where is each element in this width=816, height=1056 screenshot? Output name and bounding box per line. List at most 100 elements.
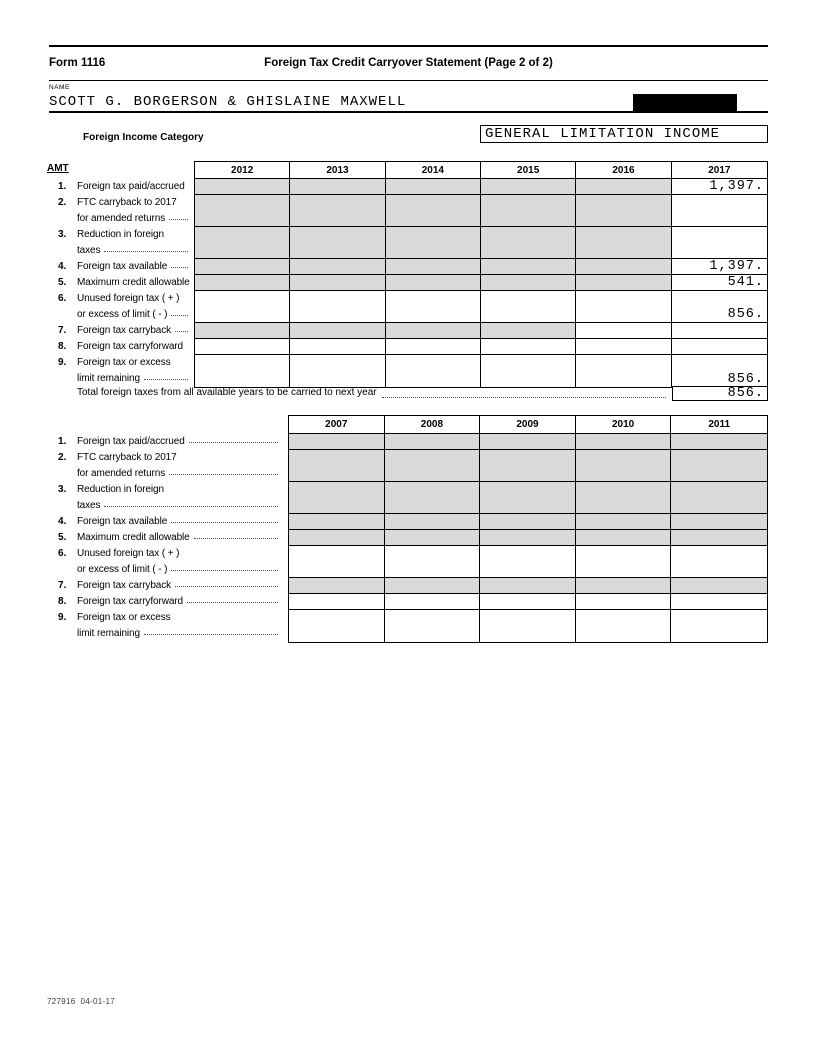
value-cell (671, 195, 767, 227)
year-header-cell: 2017 (671, 162, 767, 179)
value-cell (480, 434, 576, 450)
value-cell (575, 450, 672, 482)
value-cell (671, 323, 767, 339)
value-cell (385, 275, 481, 291)
row-label-text: Foreign tax paid/accrued (77, 436, 185, 447)
value-cell (671, 546, 767, 578)
value-cell (481, 323, 577, 339)
value-cell: 1,397. (671, 259, 767, 275)
leader-dots (104, 251, 188, 252)
row-number: 3. (58, 229, 67, 240)
row-label: 4. Foreign tax available (58, 258, 190, 274)
total-label: Total foreign taxes from all available y… (77, 387, 377, 398)
category-value: GENERAL LIMITATION INCOME (485, 126, 721, 142)
value-cell (576, 227, 672, 259)
row-label: 6. Unused foreign tax ( + ) or excess of l… (58, 290, 190, 322)
row-label: 3. Reduction in foreign taxes (58, 226, 190, 258)
value-cell (575, 434, 672, 450)
value-cell (195, 355, 291, 387)
leader-dots (188, 442, 278, 443)
value-cell (671, 339, 767, 355)
value-cell (289, 594, 385, 610)
row-label-text: Foreign tax or excess (77, 357, 171, 368)
value-cell (480, 594, 576, 610)
value-cell (576, 323, 672, 339)
cell-value: 1,397. (709, 179, 764, 194)
value-cell (384, 530, 481, 546)
value-cell (481, 195, 577, 227)
header-rule (49, 80, 768, 81)
value-cell (576, 339, 672, 355)
form-title: Foreign Tax Credit Carryover Statement (… (264, 57, 553, 69)
row-number: 1. (58, 181, 67, 192)
row-number: 4. (58, 261, 67, 272)
row-number: 2. (58, 452, 67, 463)
value-cell (575, 530, 672, 546)
year-header-cell: 2012 (195, 162, 291, 179)
leader-dots (143, 379, 188, 380)
value-cell (480, 578, 576, 594)
row-label: 7. Foreign tax carryback (58, 577, 280, 593)
value-cell (671, 227, 767, 259)
value-cell (289, 450, 385, 482)
value-cell (384, 594, 481, 610)
leader-dots (186, 602, 278, 603)
row-number: 8. (58, 596, 67, 607)
value-cell (575, 482, 672, 514)
value-cell (575, 514, 672, 530)
row-label: 9. Foreign tax or excess limit remaining (58, 609, 280, 641)
row-label-text: for amended returns (77, 468, 166, 479)
carryover-table-2007-2011: 2007 2008 2009 2010 2011 (288, 415, 768, 643)
value-cell (575, 546, 672, 578)
row-number: 2. (58, 197, 67, 208)
cell-value: 541. (727, 275, 764, 290)
value-cell (195, 227, 291, 259)
row-label-text: Foreign tax carryback (77, 580, 172, 591)
value-cell (671, 530, 767, 546)
value-cell (385, 610, 481, 642)
row-label-text: Unused foreign tax ( + ) (77, 548, 180, 559)
value-cell (195, 179, 291, 195)
row-label-text: Maximum credit allowable (77, 277, 190, 288)
leader-dots (143, 634, 278, 635)
value-cell (576, 179, 672, 195)
value-cell (576, 275, 672, 291)
row-label: 2. FTC carryback to 2017 for amended retur… (58, 194, 190, 226)
value-cell (481, 227, 577, 259)
value-cell (384, 514, 481, 530)
value-cell (289, 578, 385, 594)
row-label-text: taxes (77, 245, 101, 256)
row-label: 3. Reduction in foreign taxes (58, 481, 280, 513)
value-cell (385, 259, 481, 275)
value-cell (671, 450, 767, 482)
value-cell (290, 275, 386, 291)
row-label-text: Foreign tax carryforward (77, 596, 183, 607)
leader-dots (171, 315, 188, 316)
cell-value: 856. (727, 372, 764, 387)
row-label-text: limit remaining (77, 628, 140, 639)
category-label: Foreign Income Category (83, 132, 204, 143)
value-cell (481, 275, 577, 291)
leader-dots (175, 331, 188, 332)
row-label-text: Foreign tax carryback (77, 325, 172, 336)
leader-dots (171, 522, 278, 523)
row-label-text: FTC carryback to 2017 (77, 452, 177, 463)
value-cell (385, 227, 481, 259)
cell-value: 1,397. (709, 259, 764, 274)
row-number: 5. (58, 277, 67, 288)
value-cell (386, 355, 481, 387)
value-cell (385, 291, 481, 323)
row-number: 1. (58, 436, 67, 447)
value-cell (290, 291, 386, 323)
value-cell: 1,397. (671, 179, 767, 195)
year-header-cell: 2014 (385, 162, 481, 179)
row-label-text: Foreign tax available (77, 261, 168, 272)
leader-dots (171, 267, 188, 268)
name-underline (49, 111, 768, 113)
value-cell (290, 179, 386, 195)
leader-dots (175, 586, 278, 587)
year-header-cell: 2008 (384, 416, 481, 434)
value-cell (289, 546, 385, 578)
row-label-text: Maximum credit allowable (77, 532, 190, 543)
value-cell (385, 339, 481, 355)
